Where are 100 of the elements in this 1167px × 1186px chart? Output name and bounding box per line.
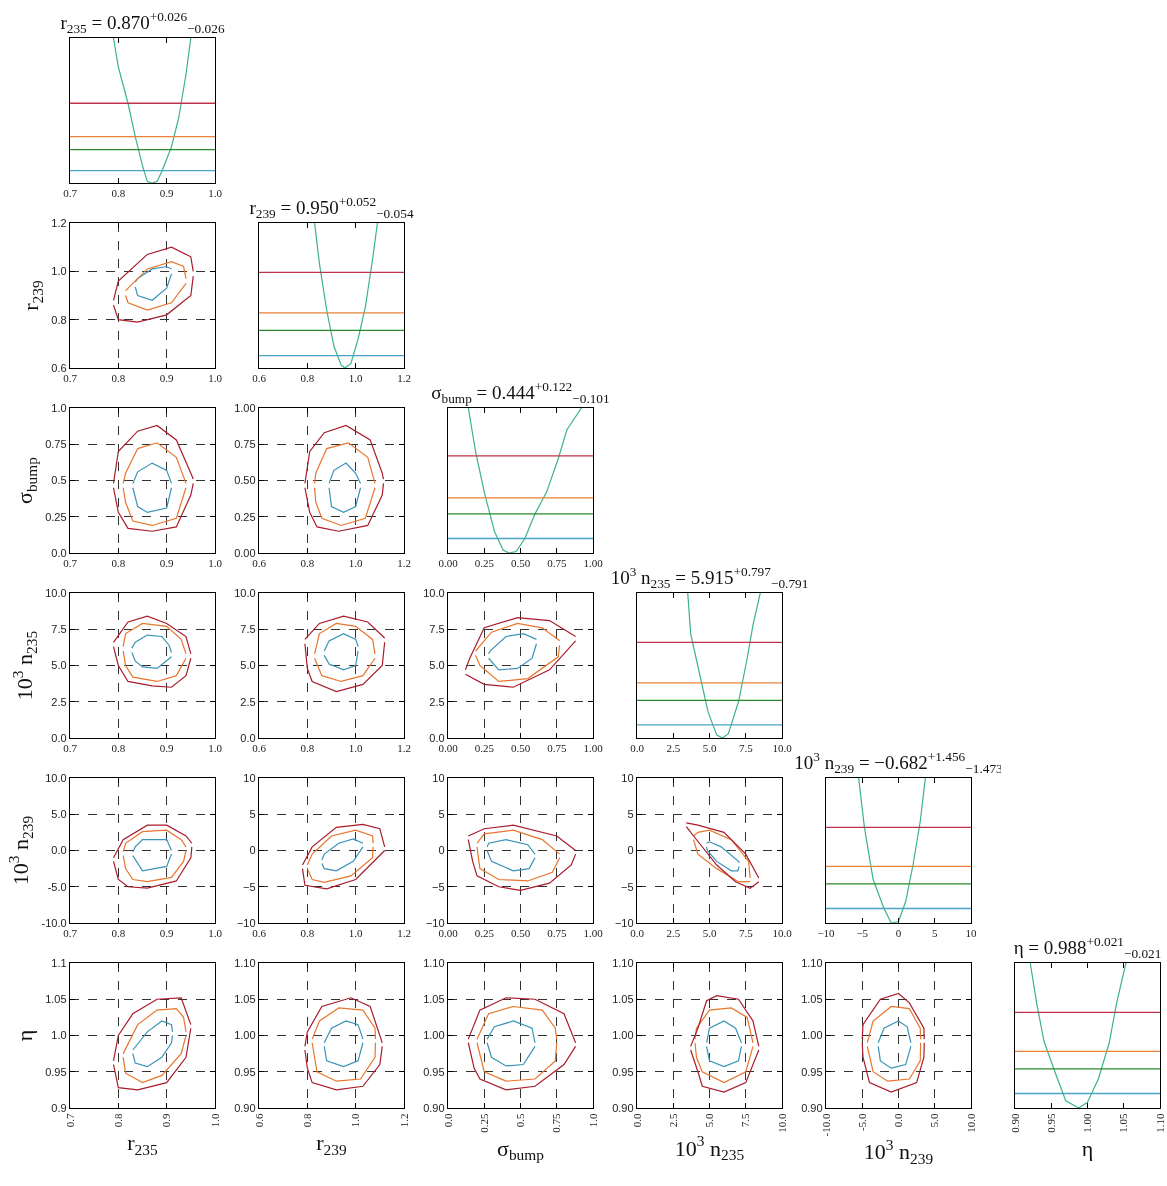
- x-tick-label: 5.0: [703, 1113, 716, 1128]
- x-tick-label: 1.00: [583, 742, 604, 755]
- y-tick-label: -5.0: [47, 880, 67, 893]
- y-tick-label: 0.90: [612, 1101, 634, 1114]
- line-series: [486, 839, 536, 855]
- x-tick-label: 1.2: [397, 927, 411, 940]
- line-series: [313, 622, 376, 655]
- y-tick-label: 0.90: [234, 1101, 256, 1114]
- x-tick-label: 0.25: [474, 557, 495, 570]
- y-tick-label: 7.5: [429, 623, 445, 636]
- y-tick-label: 10: [621, 771, 634, 784]
- y-tick-label: −5: [621, 880, 634, 893]
- y-tick-label: 10.0: [234, 586, 256, 599]
- x-tick-label: 0.8: [300, 557, 315, 570]
- y-tick-label: 1.05: [612, 993, 634, 1006]
- line-series: [112, 482, 194, 532]
- x-tick-label: 1.2: [397, 557, 411, 570]
- line-series: [328, 462, 362, 484]
- x-tick-label: 0.8: [111, 187, 126, 200]
- x-tick-label: 0.7: [63, 187, 78, 200]
- y-tick-label: 1.1: [51, 956, 67, 969]
- line-series: [706, 846, 740, 872]
- line-series: [304, 997, 383, 1047]
- line-series: [313, 487, 376, 527]
- x-tick-label: 0.9: [159, 557, 175, 570]
- y-tick-label: 0.0: [51, 731, 67, 744]
- line-series: [467, 824, 577, 852]
- y-tick-label: 5: [627, 808, 634, 821]
- x-tick-label: 0.75: [547, 927, 567, 940]
- line-series: [132, 1034, 174, 1068]
- line-series: [476, 1042, 558, 1082]
- x-tick-label: 0.8: [111, 1113, 124, 1128]
- line-series: [321, 846, 364, 872]
- line-series: [311, 1007, 377, 1040]
- x-tick-label: 1.10: [1153, 1113, 1166, 1133]
- y-tick-label: −10: [236, 916, 256, 929]
- y-tick-label: 2.5: [51, 695, 67, 708]
- line-series: [488, 633, 538, 655]
- y-tick-label: 1.00: [612, 1029, 634, 1042]
- x-tick-label: 1.05: [1117, 1113, 1130, 1133]
- line-series: [122, 1008, 187, 1055]
- x-tick-label: 1.00: [583, 927, 604, 940]
- line-series: [304, 1045, 383, 1091]
- line-series: [112, 824, 193, 859]
- line-series: [467, 839, 577, 891]
- x-tick-label: 0.8: [300, 1113, 313, 1128]
- y-tick-label: 1.05: [45, 993, 67, 1006]
- x-tick-label: 0.7: [63, 742, 78, 755]
- line-series: [304, 641, 386, 693]
- line-series: [861, 1042, 925, 1093]
- x-tick-label: 1.0: [208, 557, 223, 570]
- x-tick-label: 0.5: [514, 1113, 527, 1128]
- x-tick-label: 5.0: [702, 927, 717, 940]
- x-tick-label: 1.2: [397, 742, 411, 755]
- y-tick-label: 0: [438, 844, 445, 857]
- line-series: [124, 282, 187, 311]
- y-tick-label: 5.0: [51, 659, 67, 672]
- x-tick-label: 0.95: [1044, 1113, 1057, 1133]
- y-tick-label: 0.6: [51, 361, 67, 374]
- line-series: [122, 487, 187, 527]
- x-tick-label: 1.0: [348, 557, 364, 570]
- x-tick-label: −10: [817, 927, 836, 940]
- x-tick-label: 0.7: [63, 372, 78, 385]
- line-series: [323, 650, 359, 671]
- line-series: [476, 1005, 558, 1040]
- line-series: [112, 246, 194, 301]
- y-tick-label: 0.0: [51, 844, 67, 857]
- line-series: [112, 424, 194, 484]
- x-axis-title: η: [1081, 1135, 1094, 1161]
- y-tick-label: 1.05: [801, 993, 823, 1006]
- y-tick-label: 1.10: [612, 956, 634, 969]
- x-tick-label: 1.0: [348, 742, 364, 755]
- x-tick-label: 10.0: [775, 1113, 788, 1133]
- x-tick-label: 0.7: [63, 927, 78, 940]
- line-series: [131, 651, 173, 669]
- y-tick-label: 5.0: [51, 808, 67, 821]
- y-tick-label: 10: [432, 771, 445, 784]
- y-tick-label: −10: [614, 916, 634, 929]
- line-series: [112, 846, 193, 889]
- x-axis-title: r$_{235}$: [127, 1130, 159, 1158]
- line-series: [692, 839, 751, 883]
- y-tick-label: 10: [243, 771, 256, 784]
- x-tick-label: 0.25: [477, 1113, 490, 1133]
- x-tick-label: 10.0: [772, 927, 793, 940]
- x-tick-label: 1.0: [208, 742, 223, 755]
- y-tick-label: 7.5: [240, 623, 256, 636]
- y-tick-label: 0.95: [423, 1065, 445, 1078]
- line-series: [877, 1045, 912, 1069]
- y-tick-label: 1.00: [234, 401, 256, 414]
- y-tick-label: 0.50: [234, 474, 256, 487]
- line-series: [132, 839, 173, 853]
- line-series: [486, 849, 536, 872]
- x-tick-label: 5.0: [928, 1113, 941, 1128]
- x-tick-label: 0.8: [111, 927, 126, 940]
- y-tick-label: 1.05: [234, 993, 256, 1006]
- y-tick-label: 1.10: [423, 956, 445, 969]
- x-tick-label: 10: [965, 927, 977, 940]
- line-series: [685, 825, 760, 889]
- x-tick-label: 0.0: [892, 1113, 905, 1128]
- line-series: [132, 487, 173, 513]
